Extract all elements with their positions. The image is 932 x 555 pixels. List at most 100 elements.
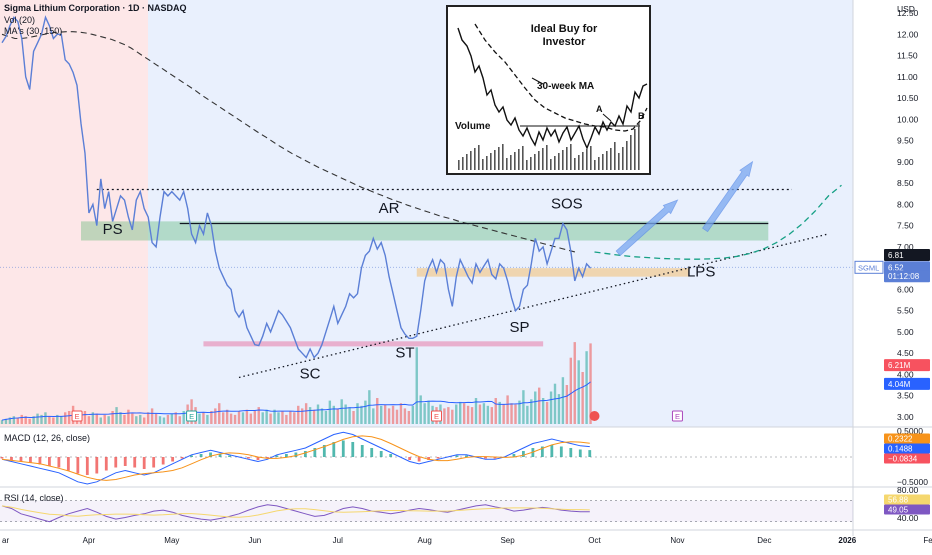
inset-a-pointer xyxy=(602,113,612,122)
macd-signal-line xyxy=(1,435,590,481)
inset-volume-bar xyxy=(586,149,588,170)
support-zone-4 xyxy=(203,341,544,347)
macd-histogram-bar xyxy=(256,457,260,460)
price-tick-label: 10.00 xyxy=(897,114,919,124)
volume-bar xyxy=(549,391,553,424)
indicator-moving-averages[interactable]: MA's (30, 150) xyxy=(4,26,62,36)
volume-bar xyxy=(225,409,229,424)
volume-bar xyxy=(135,416,138,424)
volume-bar xyxy=(308,407,312,424)
macd-badge xyxy=(884,453,930,464)
price-badge xyxy=(884,270,930,283)
inset-volume-bar xyxy=(486,156,488,170)
inset-volume-bar xyxy=(474,148,476,170)
volume-bar xyxy=(67,411,71,424)
volume-bar xyxy=(202,412,205,424)
volume-bar xyxy=(143,417,146,424)
inset-drawing xyxy=(457,23,648,170)
volume-bar xyxy=(103,414,106,424)
macd-histogram-bar xyxy=(493,457,497,459)
inset-volume-bar xyxy=(514,152,516,170)
volume-bar xyxy=(522,390,525,424)
volume-bar xyxy=(233,414,237,424)
volume-bar xyxy=(553,383,557,424)
inset-volume-bar xyxy=(630,135,632,170)
volume-bar xyxy=(482,403,486,424)
ideal-buy-inset: Ideal Buy for Investor 30-week MA Volume… xyxy=(446,5,651,175)
inset-volume-bar xyxy=(510,155,512,170)
indicator-volume[interactable]: Vol (20) xyxy=(4,15,35,25)
macd-histogram-bar xyxy=(332,442,336,457)
inset-volume-bar xyxy=(546,145,548,170)
volume-bar xyxy=(407,411,411,424)
volume-bar xyxy=(451,409,454,424)
price-badge xyxy=(884,359,930,372)
volume-bar xyxy=(360,405,363,424)
volume-bar xyxy=(447,407,450,424)
time-tick-label: 2026 xyxy=(838,536,856,545)
inset-volume-bar xyxy=(478,145,480,170)
price-tick-label: 7.50 xyxy=(897,221,914,231)
projected-ma-path xyxy=(594,184,842,260)
breakout-arrow-0 xyxy=(615,199,679,257)
volume-bar xyxy=(368,390,371,424)
volume-bar xyxy=(139,414,142,424)
volume-bar xyxy=(249,413,253,424)
price-tick-label: 6.00 xyxy=(897,284,914,294)
rsi-label: RSI (14, close) xyxy=(4,493,64,503)
macd-histogram-bar xyxy=(512,454,516,457)
time-tick-label: Dec xyxy=(757,536,771,545)
volume-bar xyxy=(320,408,324,424)
volume-bar xyxy=(146,412,150,424)
macd-histogram-bar xyxy=(0,457,4,459)
volume-bar xyxy=(577,360,580,424)
price-tick-label: 4.00 xyxy=(897,369,914,379)
price-tick-label: 11.00 xyxy=(897,72,918,82)
inset-volume-bar xyxy=(526,160,528,170)
inset-volume-bar xyxy=(554,156,556,170)
macd-histogram-bar xyxy=(133,457,137,468)
volume-bar xyxy=(218,403,221,424)
volume-bar xyxy=(478,404,482,424)
wyckoff-label-ps: PS xyxy=(103,221,123,238)
macd-histogram-bar xyxy=(171,457,175,462)
volume-bar xyxy=(561,377,565,424)
earnings-marker xyxy=(71,410,83,422)
volume-bar xyxy=(526,405,529,424)
inset-volume-bar xyxy=(610,148,612,170)
volume-bar xyxy=(474,398,478,424)
volume-bar xyxy=(569,357,572,424)
rising-trendline xyxy=(238,233,828,379)
volume-bar xyxy=(356,403,359,424)
volume-bar xyxy=(411,405,414,424)
volume-bar xyxy=(541,398,545,424)
inset-volume-bar xyxy=(498,147,500,170)
inset-volume-bar xyxy=(462,157,464,170)
inset-volume-bar xyxy=(626,141,628,170)
inset-volume-bar xyxy=(482,159,484,170)
macd-histogram-bar xyxy=(142,457,146,469)
volume-bar xyxy=(340,399,343,424)
price-badge xyxy=(884,248,930,261)
volume-bar xyxy=(427,400,430,424)
volume-bar xyxy=(490,407,493,424)
price-badge-text: 6.52 xyxy=(888,263,904,272)
volume-bar xyxy=(289,411,292,424)
macd-histogram-bar xyxy=(559,446,563,457)
inset-volume-bar xyxy=(574,158,576,170)
volume-bar xyxy=(123,414,126,424)
volume-bar xyxy=(486,405,490,424)
volume-bar xyxy=(64,412,67,424)
volume-bar xyxy=(387,408,391,424)
volume-bar xyxy=(12,416,16,424)
macd-histogram-bar xyxy=(408,457,412,460)
symbol-tag-text: SGML xyxy=(858,263,879,272)
volume-bar xyxy=(466,405,470,424)
price-tick-label: 12.50 xyxy=(897,8,919,18)
price-tick-label: 9.50 xyxy=(897,136,914,146)
macd-histogram-bar xyxy=(152,457,156,468)
dividend-flash-icon xyxy=(589,411,600,421)
macd-histogram-bar xyxy=(455,455,459,457)
